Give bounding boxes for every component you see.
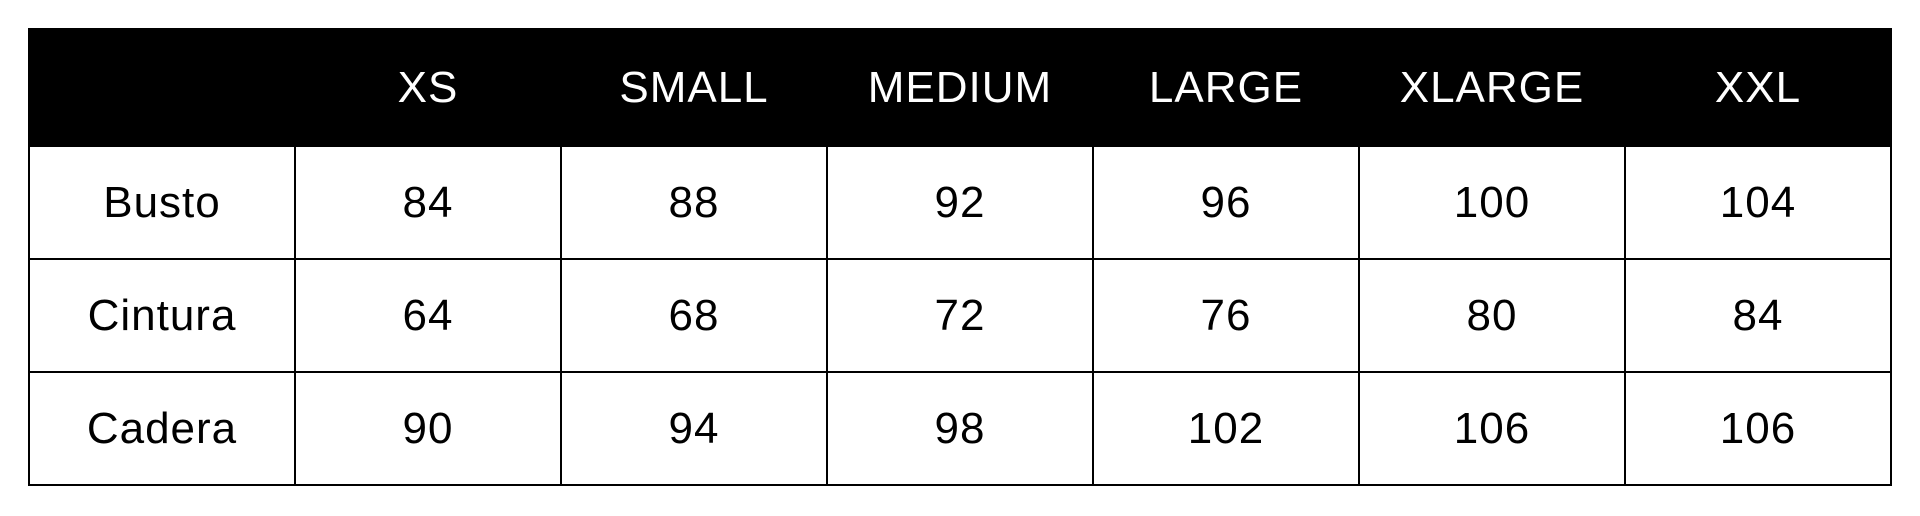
header-cell-xxl: XXL (1624, 28, 1892, 147)
row-label: Busto (28, 145, 296, 260)
table-cell: 88 (560, 145, 828, 260)
table-cell: 96 (1092, 145, 1360, 260)
row-label: Cadera (28, 371, 296, 486)
table-cell: 106 (1358, 371, 1626, 486)
header-cell-xs: XS (294, 28, 562, 147)
table-cell: 100 (1358, 145, 1626, 260)
table-cell: 80 (1358, 258, 1626, 373)
table-cell: 106 (1624, 371, 1892, 486)
size-chart-table: XS SMALL MEDIUM LARGE XLARGE XXL Busto 8… (28, 28, 1892, 486)
header-cell-small: SMALL (560, 28, 828, 147)
table-cell: 90 (294, 371, 562, 486)
header-cell-empty (28, 28, 296, 147)
table-cell: 76 (1092, 258, 1360, 373)
table-row: Cintura 64 68 72 76 80 84 (28, 258, 1892, 373)
row-label: Cintura (28, 258, 296, 373)
table-cell: 98 (826, 371, 1094, 486)
table-cell: 68 (560, 258, 828, 373)
table-cell: 84 (1624, 258, 1892, 373)
header-cell-medium: MEDIUM (826, 28, 1094, 147)
table-cell: 94 (560, 371, 828, 486)
table-cell: 84 (294, 145, 562, 260)
header-cell-xlarge: XLARGE (1358, 28, 1626, 147)
table-row: Cadera 90 94 98 102 106 106 (28, 371, 1892, 486)
header-cell-large: LARGE (1092, 28, 1360, 147)
table-row: Busto 84 88 92 96 100 104 (28, 145, 1892, 260)
table-cell: 102 (1092, 371, 1360, 486)
table-cell: 72 (826, 258, 1094, 373)
table-cell: 104 (1624, 145, 1892, 260)
table-cell: 92 (826, 145, 1094, 260)
header-row: XS SMALL MEDIUM LARGE XLARGE XXL (28, 28, 1892, 147)
table-cell: 64 (294, 258, 562, 373)
